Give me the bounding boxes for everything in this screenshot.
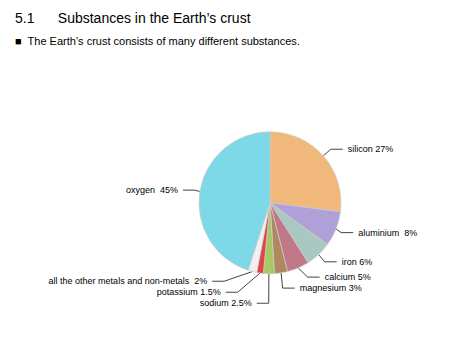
svg-text:oxygen 45%: oxygen 45%: [126, 185, 178, 195]
svg-text:■ The Earth’s crust consists: ■ The Earth’s crust consists of many dif…: [15, 35, 300, 47]
svg-text:magnesium 3%: magnesium 3%: [300, 283, 362, 293]
svg-text:potassium 1.5%: potassium 1.5%: [157, 287, 221, 297]
svg-text:iron 6%: iron 6%: [342, 257, 373, 267]
svg-text:all the other metals and non-m: all the other metals and non-metals 2%: [49, 276, 208, 286]
svg-text:aluminium 8%: aluminium 8%: [358, 228, 417, 238]
svg-text:calcium 5%: calcium 5%: [325, 272, 371, 282]
svg-text:5.1 Substances in the Ear: 5.1 Substances in the Earth’s crust: [15, 10, 251, 26]
svg-text:silicon 27%: silicon 27%: [348, 144, 394, 154]
svg-text:sodium 2.5%: sodium 2.5%: [200, 298, 252, 308]
